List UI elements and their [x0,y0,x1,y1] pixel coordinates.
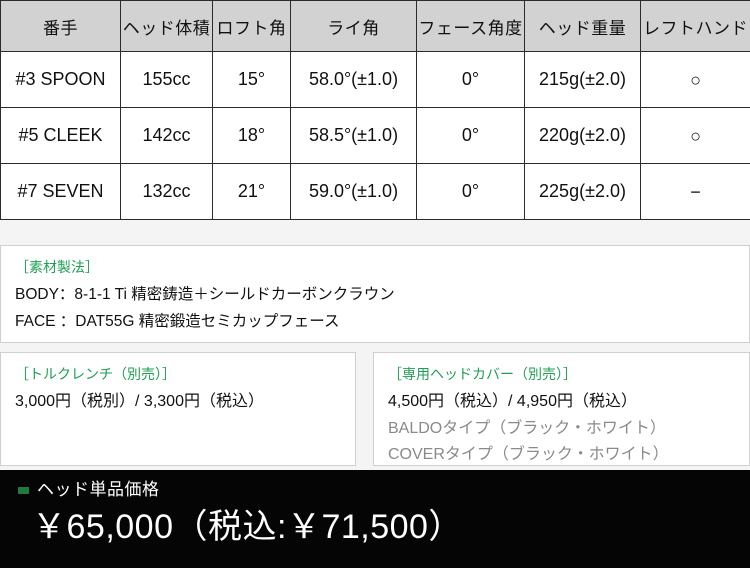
cell-lie: 58.5°(±1.0) [290,107,417,164]
table-row: #3 SPOON 155cc 15° 58.0°(±1.0) 0° 215g(±… [0,51,750,108]
head-cover-heading: ［専用ヘッドカバー（別売）］ [388,366,577,382]
cell-face-angle: 0° [416,51,525,108]
cell-left-hand: − [640,163,750,220]
cell-volume: 142cc [120,107,213,164]
cell-model: #3 SPOON [0,51,121,108]
specification-table: 番手 ヘッド体積 ロフト角 ライ角 フェース角度 ヘッド重量 レフトハンド #3… [0,0,750,220]
price-footer: ヘッド単品価格 ￥65,000（税込:￥71,500） [0,470,750,568]
head-cover-box: ［専用ヘッドカバー（別売）］ 4,500円（税込）/ 4,950円（税込） BA… [373,352,750,466]
cell-weight: 215g(±2.0) [524,51,641,108]
head-cover-type-cover: COVERタイプ（ブラック・ホワイト） [388,446,669,464]
cell-model: #7 SEVEN [0,163,121,220]
column-header-lie: ライ角 [290,0,417,52]
price-label: ヘッド単品価格 [37,480,160,499]
material-heading: ［素材製法］ [15,259,99,275]
cell-lie: 58.0°(±1.0) [290,51,417,108]
column-header-face-angle: フェース角度 [416,0,525,52]
green-square-bullet-icon [18,486,29,494]
column-header-model: 番手 [0,0,121,52]
cell-face-angle: 0° [416,107,525,164]
material-body-line: BODY：8-1-1 Ti 精密鋳造＋シールドカーボンクラウン [15,286,395,304]
table-row: #7 SEVEN 132cc 21° 59.0°(±1.0) 0° 225g(±… [0,163,750,220]
cell-loft: 18° [212,107,291,164]
torque-wrench-price: 3,000円（税別）/ 3,300円（税込） [15,393,264,411]
cell-loft: 15° [212,51,291,108]
price-label-row: ヘッド単品価格 [18,480,750,500]
cell-volume: 132cc [120,163,213,220]
column-header-loft: ロフト角 [212,0,291,52]
cell-weight: 220g(±2.0) [524,107,641,164]
cell-volume: 155cc [120,51,213,108]
material-method-box: ［素材製法］ BODY：8-1-1 Ti 精密鋳造＋シールドカーボンクラウン F… [0,245,750,343]
table-row: #5 CLEEK 142cc 18° 58.5°(±1.0) 0° 220g(±… [0,107,750,164]
cell-face-angle: 0° [416,163,525,220]
cell-lie: 59.0°(±1.0) [290,163,417,220]
column-header-left-hand: レフトハンド [640,0,750,52]
cell-left-hand: ○ [640,51,750,108]
table-header-row: 番手 ヘッド体積 ロフト角 ライ角 フェース角度 ヘッド重量 レフトハンド [0,0,750,52]
cell-model: #5 CLEEK [0,107,121,164]
accessories-row: ［トルクレンチ（別売）］ 3,000円（税別）/ 3,300円（税込） ［専用ヘ… [0,352,750,466]
head-cover-type-baldo: BALDOタイプ（ブラック・ホワイト） [388,419,666,437]
cell-left-hand: ○ [640,107,750,164]
torque-wrench-box: ［トルクレンチ（別売）］ 3,000円（税別）/ 3,300円（税込） [0,352,356,466]
torque-wrench-heading: ［トルクレンチ（別売）］ [15,366,176,382]
cell-weight: 225g(±2.0) [524,163,641,220]
material-face-line: FACE ：DAT55G 精密鍛造セミカップフェース [15,312,340,330]
head-cover-price: 4,500円（税込）/ 4,950円（税込） [388,393,637,411]
cell-loft: 21° [212,163,291,220]
column-header-weight: ヘッド重量 [524,0,641,52]
price-value: ￥65,000（税込:￥71,500） [32,508,463,547]
column-header-volume: ヘッド体積 [120,0,213,52]
